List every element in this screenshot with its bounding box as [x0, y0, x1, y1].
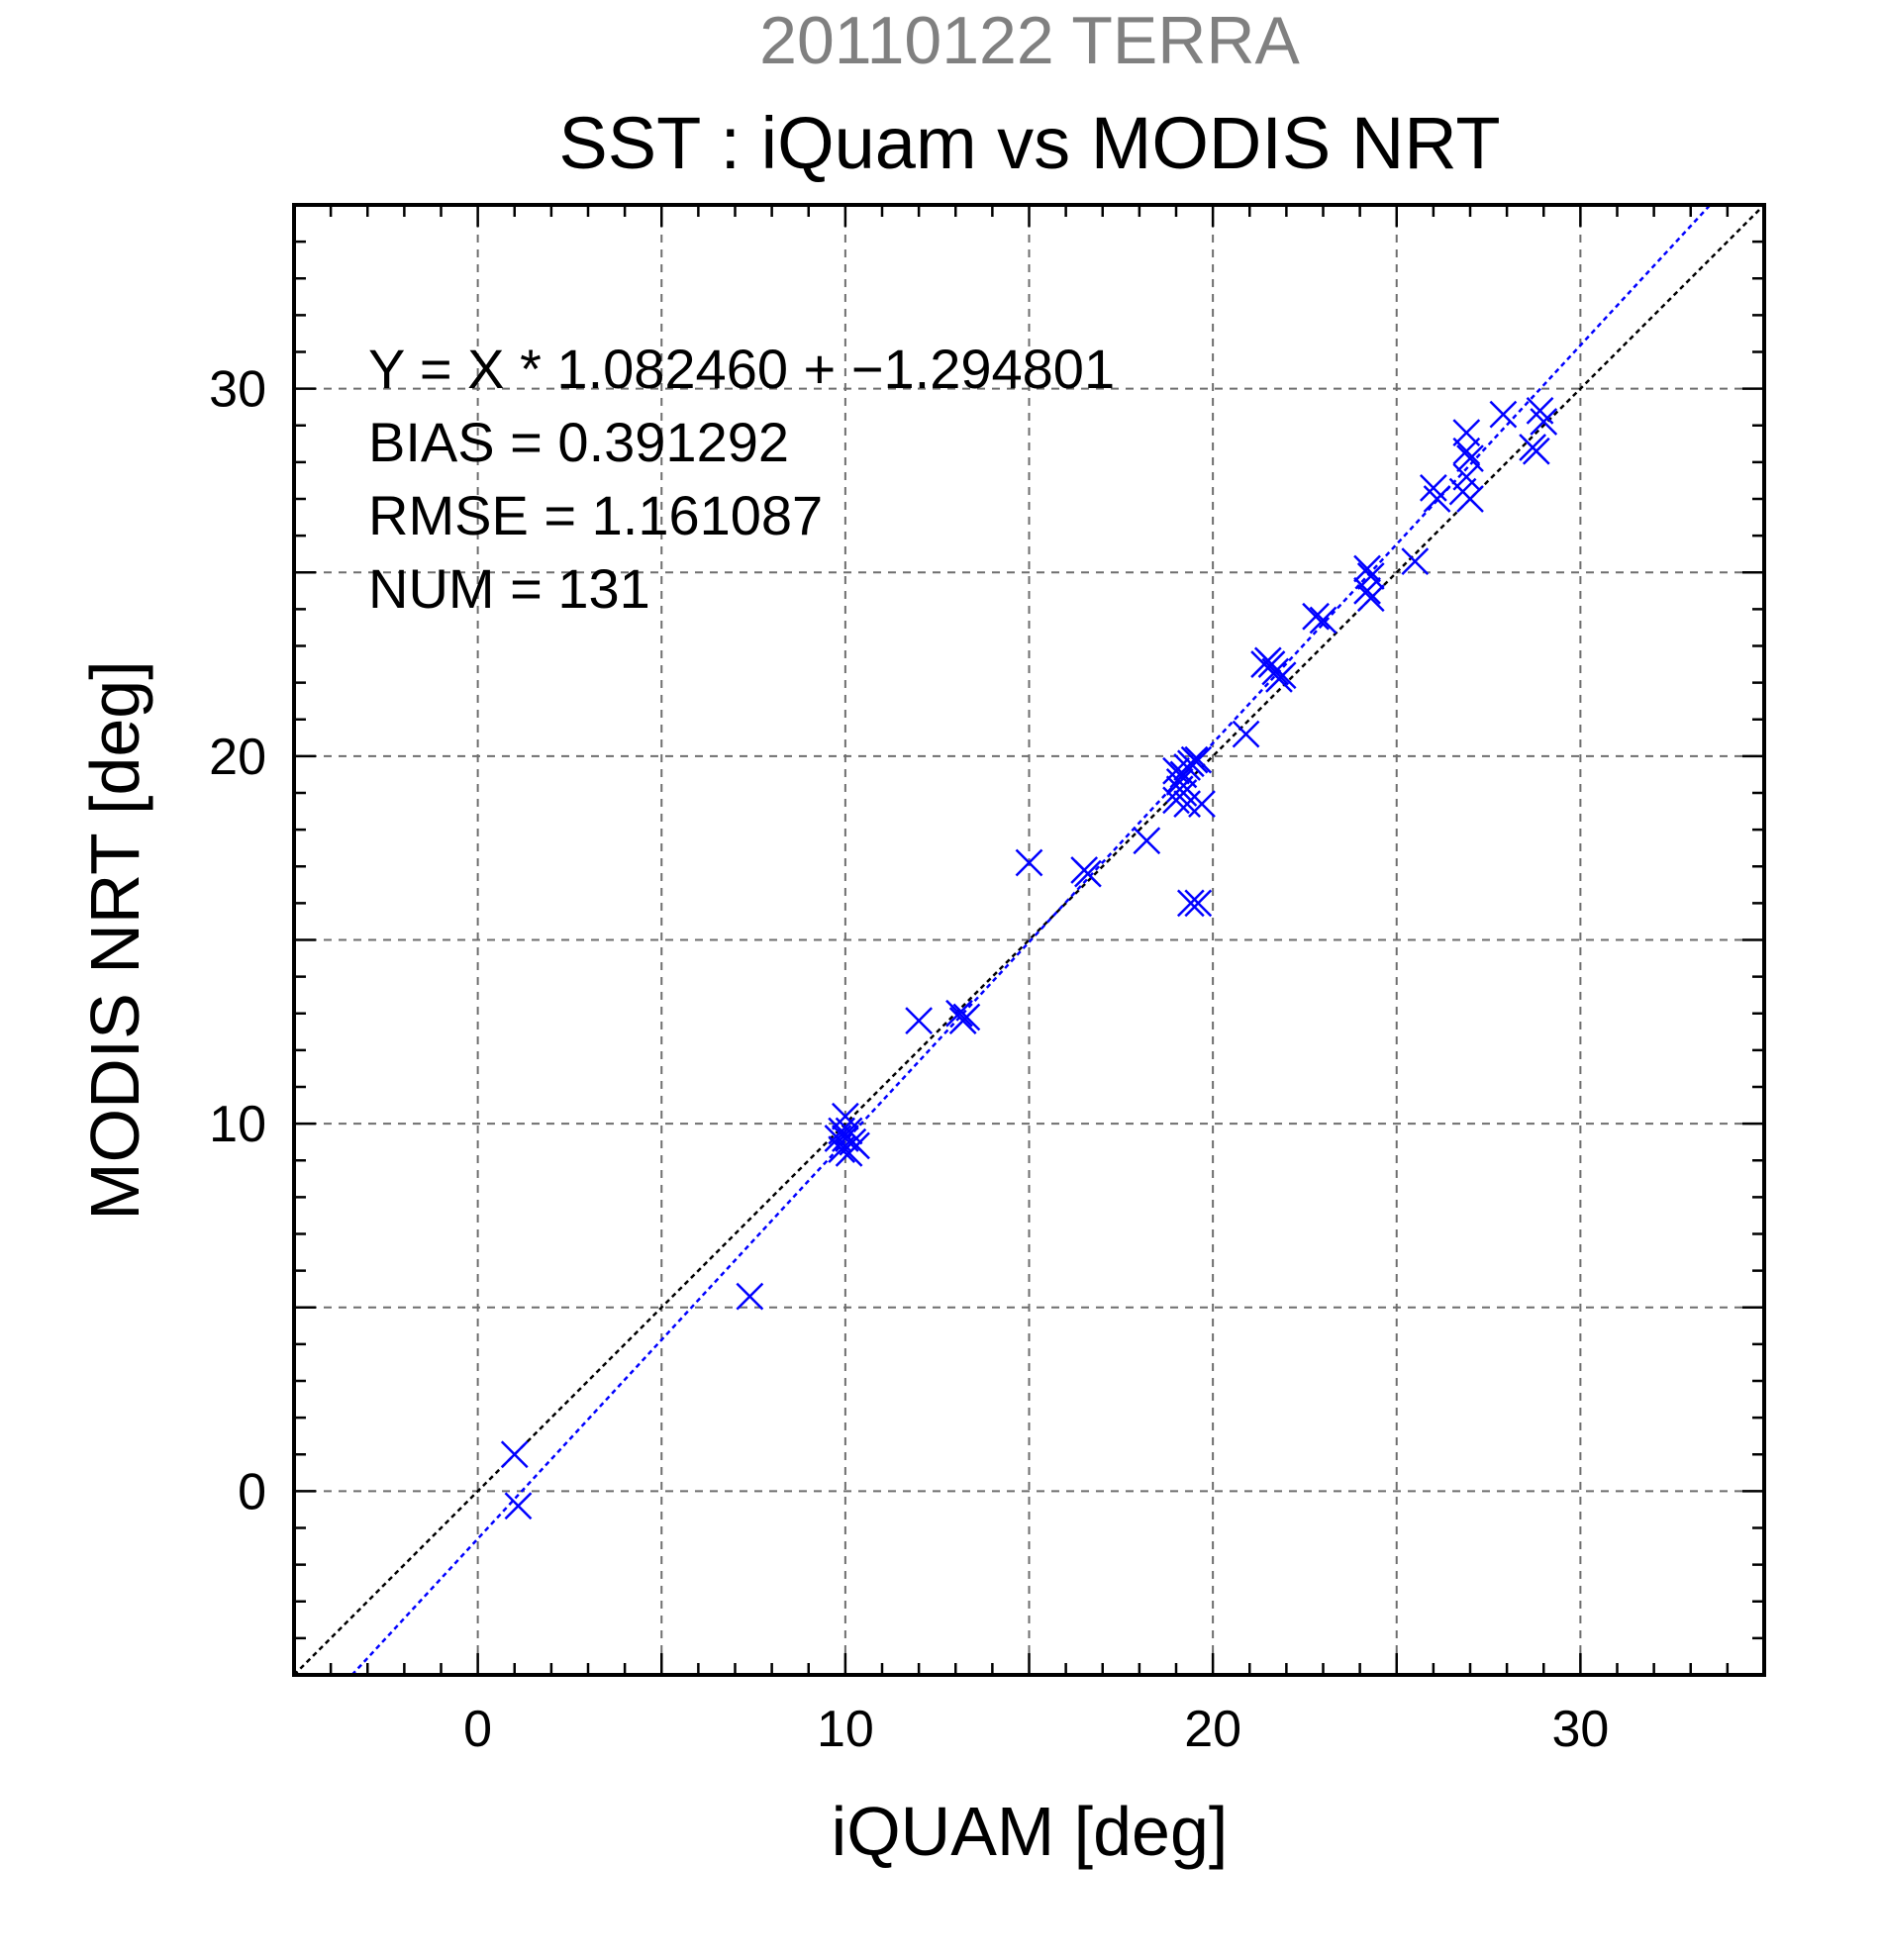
data-point: [504, 1492, 533, 1520]
data-point: [1522, 437, 1550, 465]
y-tick-label: 10: [209, 1096, 266, 1153]
data-point: [1133, 827, 1161, 855]
data-point: [1188, 790, 1216, 819]
y-tick-label: 20: [209, 729, 266, 786]
data-point: [1456, 444, 1484, 473]
data-point: [1423, 485, 1451, 513]
data-point: [1176, 889, 1205, 918]
data-point: [828, 1117, 856, 1145]
data-point: [1184, 889, 1213, 918]
data-point: [1419, 473, 1447, 502]
chart-title: SST : iQuam vs MODIS NRT: [558, 102, 1500, 184]
data-point: [1353, 554, 1381, 583]
data-point: [1165, 775, 1194, 804]
data-point: [1184, 745, 1213, 774]
stats-line-fit: Y = X * 1.082460 + −1.294801: [368, 338, 1115, 400]
reference-lines: [293, 204, 1765, 1676]
tick-labels: 0 10 20 30 0 10 20 30: [209, 361, 1609, 1758]
x-tick-label: 10: [817, 1701, 874, 1758]
data-point: [1530, 408, 1558, 436]
data-point: [1232, 720, 1260, 748]
chart-suptitle: 20110122 TERRA: [759, 3, 1300, 78]
data-point: [736, 1282, 764, 1311]
data-point: [1456, 485, 1484, 513]
y-axis-label: MODIS NRT [deg]: [76, 660, 153, 1220]
data-point: [1265, 665, 1293, 693]
data-point: [1162, 756, 1190, 785]
stats-line-bias: BIAS = 0.391292: [368, 411, 789, 473]
data-point: [1353, 576, 1381, 605]
data-point: [1165, 767, 1194, 796]
data-point: [1309, 606, 1337, 635]
x-tick-label: 30: [1551, 1701, 1609, 1758]
stats-line-num: NUM = 131: [368, 557, 650, 620]
data-point: [1261, 657, 1290, 686]
stats-line-rmse: RMSE = 1.161087: [368, 484, 823, 546]
data-point: [1302, 602, 1330, 631]
identity-line: [293, 204, 1765, 1676]
grid: [294, 205, 1764, 1675]
y-tick-label: 0: [238, 1463, 266, 1520]
data-point: [948, 1007, 977, 1035]
data-point: [1489, 400, 1518, 429]
data-point: [1401, 547, 1430, 575]
data-point: [905, 1007, 934, 1035]
data-point: [831, 1125, 859, 1152]
stats-annotation: Y = X * 1.082460 + −1.294801 BIAS = 0.39…: [368, 338, 1115, 620]
scatter-points: [500, 397, 1558, 1520]
x-axis-label: iQUAM [deg]: [832, 1793, 1229, 1870]
x-tick-label: 0: [463, 1701, 492, 1758]
fit-line: [350, 204, 1712, 1676]
plot-frame: [292, 203, 1766, 1677]
data-point: [1015, 848, 1043, 877]
x-tick-label: 20: [1184, 1701, 1241, 1758]
data-point: [1180, 745, 1209, 774]
data-point: [1452, 419, 1481, 447]
data-point: [945, 999, 973, 1028]
y-tick-label: 30: [209, 361, 266, 419]
data-point: [1173, 790, 1202, 819]
data-point: [1074, 859, 1102, 888]
data-point: [1162, 786, 1190, 815]
data-point: [835, 1117, 863, 1145]
data-point: [1356, 584, 1385, 613]
data-point: [1526, 397, 1554, 425]
data-point: [500, 1440, 529, 1469]
